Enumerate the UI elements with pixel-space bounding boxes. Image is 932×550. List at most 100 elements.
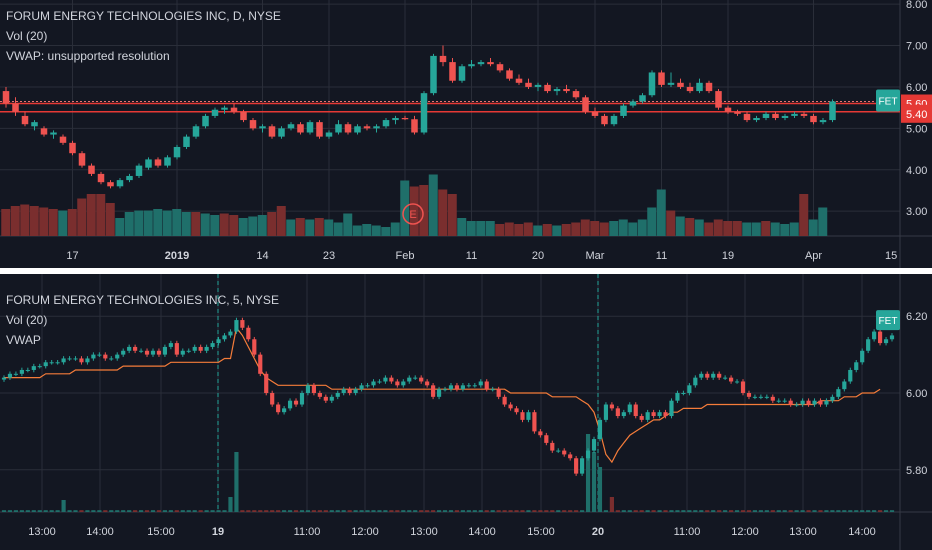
- daily-volume-bar: [58, 210, 68, 236]
- intraday-volume-bar: [812, 510, 817, 512]
- intraday-candle-body: [431, 385, 436, 397]
- daily-candle-body: [639, 95, 646, 102]
- intraday-volume-bar: [144, 510, 150, 512]
- daily-candle-body: [230, 107, 238, 112]
- intraday-candle-body: [79, 358, 84, 363]
- intraday-time-tick: 20: [592, 526, 604, 538]
- intraday-time-tick: 15:00: [527, 526, 555, 538]
- intraday-volume-bar: [61, 500, 66, 512]
- earnings-marker[interactable]: E: [402, 203, 424, 225]
- earnings-marker-circle: [402, 203, 424, 225]
- intraday-candle-body: [413, 377, 418, 379]
- intraday-candle-body: [454, 385, 460, 390]
- daily-candle-body: [126, 175, 133, 181]
- daily-date-tick: 15: [885, 250, 897, 262]
- intraday-volume-bar: [645, 510, 650, 512]
- intraday-candle-body: [574, 458, 579, 474]
- intraday-volume-bar: [866, 510, 871, 512]
- intraday-volume-bar: [460, 510, 465, 512]
- daily-date-tick: 14: [256, 250, 268, 262]
- daily-candle-body: [373, 126, 380, 129]
- intraday-volume-bar: [562, 510, 567, 512]
- intraday-candle-body: [752, 396, 758, 398]
- intraday-candle-body: [55, 362, 60, 364]
- daily-volume-legend[interactable]: Vol (20): [6, 29, 48, 43]
- daily-candle-body: [316, 122, 323, 137]
- intraday-volume-bar: [842, 510, 847, 512]
- intraday-volume-bar: [383, 510, 388, 512]
- intraday-volume-bar: [19, 510, 24, 512]
- daily-volume-bar: [466, 221, 476, 236]
- intraday-candle-body: [389, 377, 394, 382]
- daily-candle-body: [800, 113, 808, 116]
- intraday-candle-body: [341, 389, 346, 393]
- intraday-volume-bar: [723, 510, 728, 512]
- intraday-volume-bar: [454, 510, 460, 512]
- intraday-candle-body: [258, 354, 263, 374]
- daily-volume-bar: [381, 227, 391, 236]
- intraday-volume-bar: [657, 510, 662, 512]
- intraday-volume-bar: [425, 510, 430, 512]
- daily-vwap-legend[interactable]: VWAP: unsupported resolution: [6, 49, 170, 63]
- intraday-time-tick: 13:00: [28, 526, 56, 538]
- daily-volume-bar: [276, 206, 286, 236]
- daily-chart-panel[interactable]: 8.00 7.00 6.00 5.00 4.00 3.00 17 2019 14 23 Feb 11 2…: [0, 0, 932, 268]
- daily-volume-bar: [20, 204, 30, 236]
- intraday-chart-canvas[interactable]: 6.20 6.00 5.80 13:00 14:00 15:00 19 11:00 12:00 1…: [0, 274, 932, 550]
- intraday-volume-bar: [150, 510, 156, 512]
- intraday-volume-bar: [651, 510, 656, 512]
- daily-candle-body: [829, 101, 836, 121]
- daily-candle-body: [12, 103, 19, 112]
- daily-price-tick: 4.00: [906, 165, 927, 177]
- daily-volume-bar: [485, 221, 495, 236]
- intraday-candle-body: [335, 393, 340, 397]
- intraday-volume-bar: [687, 510, 692, 512]
- intraday-volume-bar: [580, 510, 585, 512]
- intraday-volume-bar: [228, 497, 233, 512]
- intraday-candle-body: [693, 377, 698, 386]
- intraday-candle-body: [651, 412, 656, 417]
- intraday-candle-body: [67, 358, 72, 360]
- daily-candle-body: [620, 105, 627, 116]
- intraday-chart-panel[interactable]: 6.20 6.00 5.80 13:00 14:00 15:00 19 11:00 12:00 1…: [0, 274, 932, 550]
- intraday-symbol-title[interactable]: FORUM ENERGY TECHNOLOGIES INC, 5, NYSE: [6, 293, 279, 307]
- intraday-candle-body: [25, 369, 30, 371]
- intraday-candle-body: [270, 393, 275, 405]
- daily-date-tick: Mar: [586, 250, 605, 262]
- intraday-candle-body: [347, 389, 352, 393]
- daily-volume-bar: [238, 218, 248, 236]
- daily-volume-bar: [371, 225, 381, 236]
- daily-symbol-title[interactable]: FORUM ENERGY TECHNOLOGIES INC, D, NYSE: [6, 9, 281, 23]
- intraday-volume-legend[interactable]: Vol (20): [6, 313, 48, 327]
- daily-candle-body: [648, 72, 656, 96]
- daily-volume-bar: [210, 215, 220, 236]
- daily-volume-bar: [704, 222, 714, 236]
- daily-volume-bar: [219, 213, 229, 236]
- intraday-candle-body: [746, 393, 752, 397]
- daily-volume-bar: [29, 206, 39, 236]
- intraday-volume-bar: [210, 510, 215, 512]
- daily-candle-body: [354, 126, 361, 133]
- intraday-candle-body: [585, 450, 591, 459]
- intraday-volume-bar: [246, 510, 251, 512]
- intraday-volume-bar: [544, 510, 549, 512]
- intraday-volume-bar: [419, 510, 424, 512]
- daily-volume-bar: [647, 207, 657, 236]
- intraday-time-tick: 13:00: [789, 526, 817, 538]
- intraday-volume-bar: [174, 510, 179, 512]
- intraday-volume-bar: [734, 510, 740, 512]
- intraday-candle-body: [776, 400, 781, 402]
- daily-volume-bar: [713, 219, 723, 236]
- intraday-volume-bar: [520, 510, 525, 512]
- intraday-vwap-legend[interactable]: VWAP: [6, 333, 41, 347]
- intraday-volume-bar: [597, 467, 603, 512]
- intraday-volume-bar: [854, 510, 859, 512]
- intraday-candle-body: [186, 350, 191, 352]
- intraday-candle-body: [568, 454, 573, 459]
- intraday-volume-bar: [883, 510, 889, 512]
- intraday-volume-bar: [484, 510, 489, 512]
- daily-volume-bar: [561, 224, 571, 236]
- daily-candle-body: [420, 93, 428, 133]
- daily-candle-body: [411, 119, 418, 133]
